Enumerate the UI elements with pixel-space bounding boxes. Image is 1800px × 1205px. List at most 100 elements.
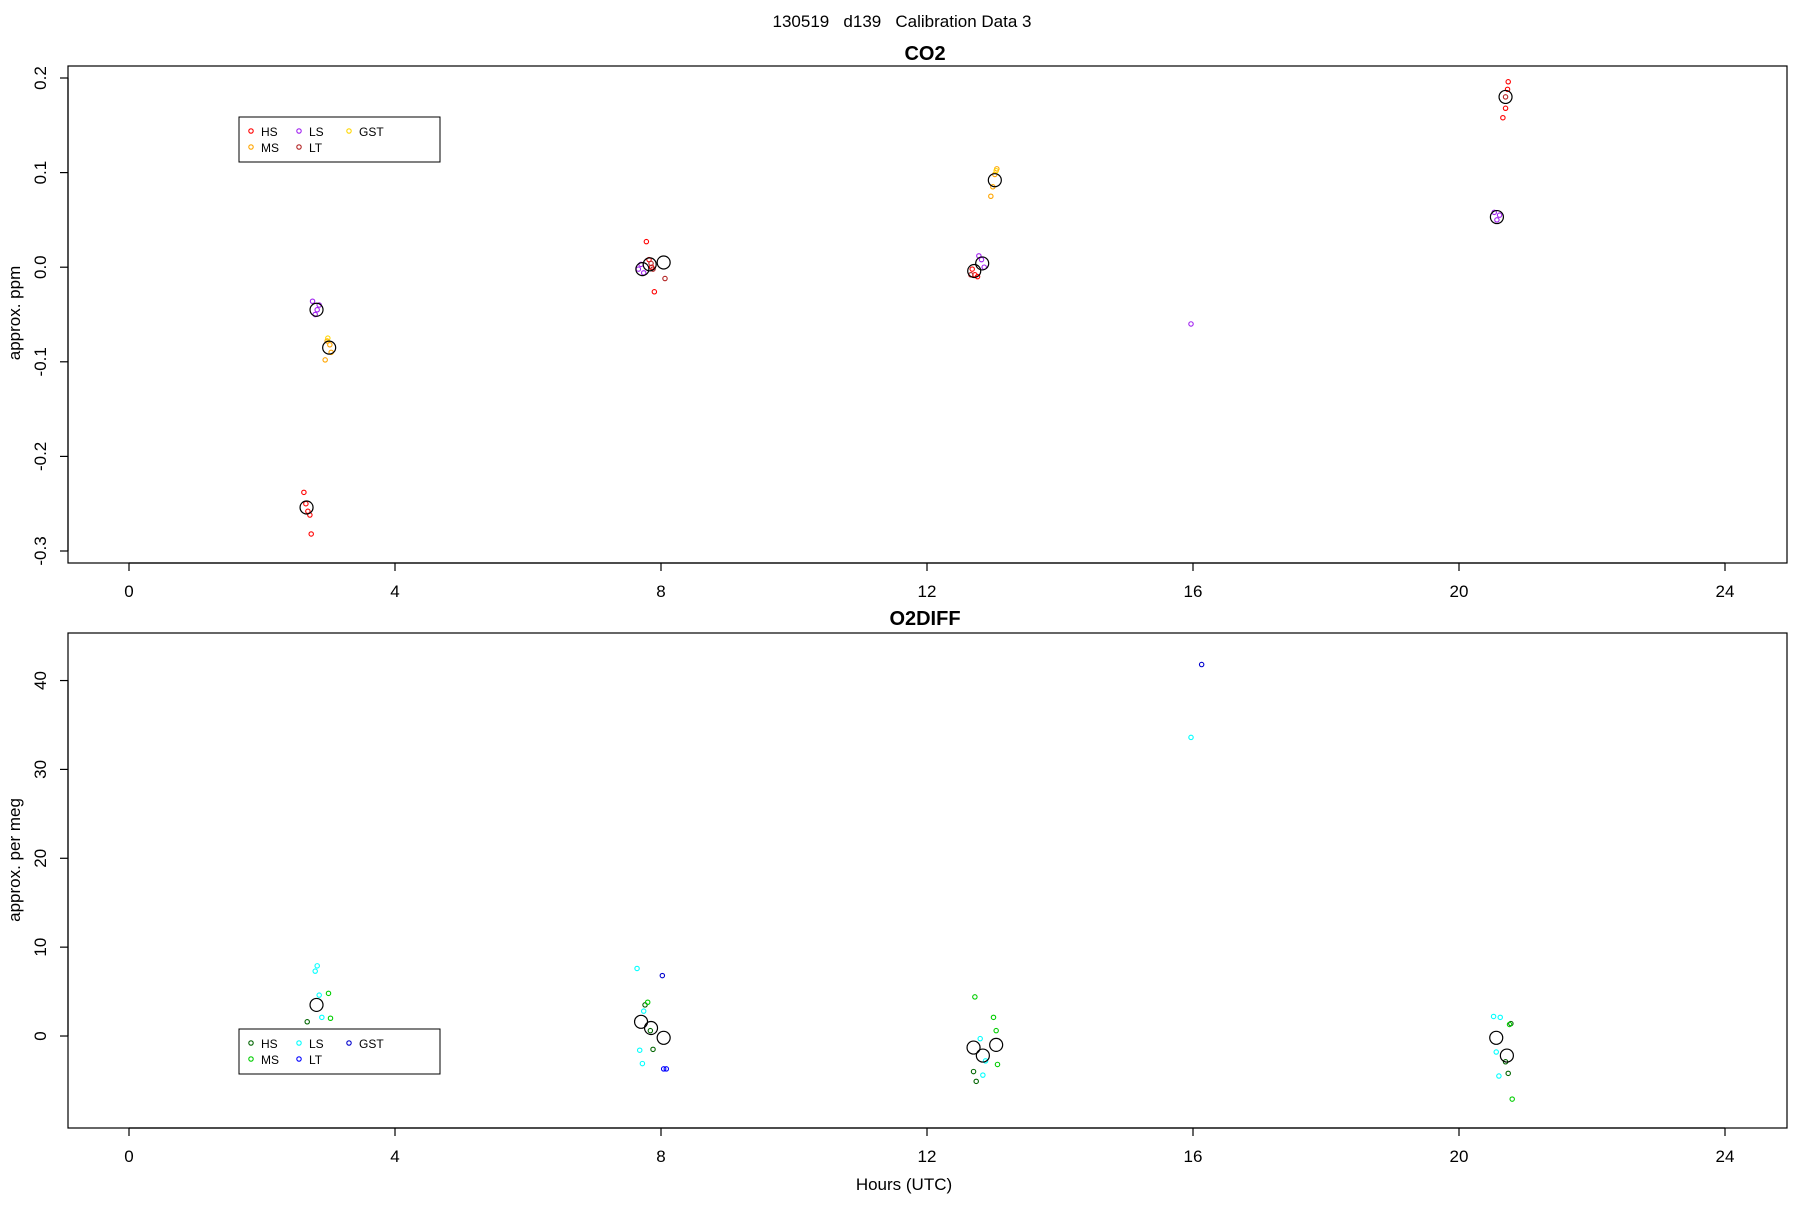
data-point-ms bbox=[325, 990, 332, 997]
data-point-ms bbox=[322, 357, 328, 363]
data-point-hs bbox=[650, 1046, 656, 1053]
data-point-ls bbox=[982, 1058, 989, 1064]
legend-marker-lt bbox=[296, 144, 302, 150]
data-point-hs bbox=[642, 1002, 648, 1008]
data-point-hs bbox=[304, 1019, 310, 1025]
data-point-ls bbox=[316, 992, 322, 998]
data-point-ls bbox=[980, 1072, 986, 1078]
mean-marker bbox=[1489, 1030, 1504, 1045]
legend-marker-lt bbox=[296, 1056, 302, 1062]
data-point-ls bbox=[1494, 217, 1500, 223]
data-point-ms bbox=[327, 1015, 334, 1021]
data-point-hs bbox=[973, 1078, 979, 1085]
y-tick-label: -0.3 bbox=[31, 536, 50, 565]
legend-marker-ms bbox=[248, 1056, 254, 1062]
legend-label-lt: LT bbox=[309, 141, 323, 155]
data-point-hs bbox=[651, 289, 658, 295]
data-point-ls bbox=[1496, 212, 1503, 218]
data-point-ms bbox=[993, 1027, 999, 1034]
mean-marker bbox=[299, 500, 314, 515]
data-point-hs bbox=[1505, 1070, 1511, 1077]
x-tick-label: 4 bbox=[390, 1147, 399, 1166]
y-tick-label: -0.2 bbox=[31, 442, 50, 471]
data-point-gst bbox=[1198, 661, 1205, 668]
o2diff-y-axis-label: approx. per meg bbox=[5, 798, 24, 922]
mean-marker bbox=[322, 340, 337, 355]
mean-marker bbox=[642, 257, 657, 272]
data-point-ms bbox=[972, 994, 978, 1000]
data-point-gst bbox=[659, 972, 666, 979]
y-tick-label: 0.1 bbox=[31, 161, 50, 185]
y-tick-label: 0.2 bbox=[31, 66, 50, 90]
legend-marker-hs bbox=[248, 128, 254, 134]
data-point-ms bbox=[990, 1014, 997, 1021]
legend-label-hs: HS bbox=[261, 1037, 278, 1051]
legend-marker-ms bbox=[248, 144, 254, 150]
data-point-lt bbox=[648, 260, 654, 267]
data-point-hs bbox=[1500, 114, 1506, 121]
legend-label-ls: LS bbox=[309, 1037, 324, 1051]
legend-marker-hs bbox=[248, 1040, 254, 1046]
co2-chart-title: CO2 bbox=[904, 43, 945, 65]
mean-marker bbox=[1489, 209, 1505, 225]
co2-y-axis-label: approx. ppm bbox=[5, 266, 24, 361]
page-title: 130519 d139 Calibration Data 3 bbox=[773, 12, 1032, 31]
y-tick-label: 40 bbox=[31, 671, 50, 690]
x-tick-label: 8 bbox=[656, 1147, 665, 1166]
data-point-ls bbox=[639, 1060, 646, 1067]
x-tick-label: 12 bbox=[918, 1147, 937, 1166]
mean-marker bbox=[635, 261, 650, 277]
x-tick-label: 16 bbox=[1184, 1147, 1203, 1166]
data-point-ls bbox=[636, 1047, 643, 1053]
data-point-hs bbox=[969, 266, 975, 272]
legend-marker-ls bbox=[296, 1040, 302, 1046]
data-point-ls bbox=[314, 963, 320, 969]
data-point-ls bbox=[1497, 1014, 1503, 1021]
legend-marker-gst bbox=[346, 128, 352, 134]
legend-marker-gst bbox=[346, 1040, 352, 1046]
data-point-hs bbox=[1502, 105, 1509, 112]
mean-marker bbox=[987, 173, 1002, 188]
data-point-ls bbox=[977, 1035, 983, 1042]
data-point-lt bbox=[650, 266, 656, 272]
legend-box bbox=[238, 116, 441, 163]
legend: HS MS LS LT GST bbox=[238, 116, 441, 163]
x-tick-label: 0 bbox=[124, 1147, 133, 1166]
x-tick-label: 20 bbox=[1450, 1147, 1469, 1166]
data-point-lt bbox=[1502, 94, 1509, 100]
mean-marker bbox=[656, 1030, 671, 1045]
data-point-ls bbox=[1493, 1049, 1499, 1055]
o2diff-x-axis-label: Hours (UTC) bbox=[856, 1175, 952, 1194]
data-point-ls bbox=[309, 298, 316, 305]
y-tick-label: 30 bbox=[31, 760, 50, 779]
data-point-ls bbox=[319, 1014, 325, 1021]
mean-marker bbox=[643, 1020, 659, 1036]
data-point-ls bbox=[640, 1008, 647, 1014]
data-point-lt bbox=[660, 1066, 667, 1072]
data-point-ls bbox=[1188, 321, 1194, 327]
mean-marker bbox=[1498, 89, 1513, 105]
legend: HS MS LS LT GST bbox=[238, 1028, 441, 1075]
x-tick-label: 12 bbox=[918, 582, 937, 601]
mean-marker bbox=[1499, 1048, 1514, 1063]
data-point-ms bbox=[644, 999, 651, 1005]
data-point-hs bbox=[647, 1027, 654, 1034]
x-tick-label: 24 bbox=[1716, 582, 1735, 601]
data-point-hs bbox=[303, 500, 309, 507]
data-point-ls bbox=[1496, 1073, 1502, 1079]
data-point-ms bbox=[988, 193, 994, 200]
legend-label-ms: MS bbox=[261, 1053, 279, 1067]
mean-marker bbox=[309, 997, 324, 1013]
data-point-ls bbox=[978, 256, 985, 263]
o2diff-panel: O2DIFF approx. per meg Hours (UTC) 0 4 8 12… bbox=[5, 608, 1788, 1194]
data-point-hs bbox=[1505, 79, 1511, 85]
legend-box bbox=[238, 1028, 441, 1075]
x-tick-label: 4 bbox=[390, 582, 399, 601]
y-tick-label: 0 bbox=[31, 1031, 50, 1040]
legend-label-hs: HS bbox=[261, 125, 278, 139]
mean-marker bbox=[633, 1014, 649, 1029]
y-tick-label: 20 bbox=[31, 849, 50, 868]
mean-marker bbox=[966, 1040, 981, 1055]
data-point-ms bbox=[327, 342, 333, 348]
